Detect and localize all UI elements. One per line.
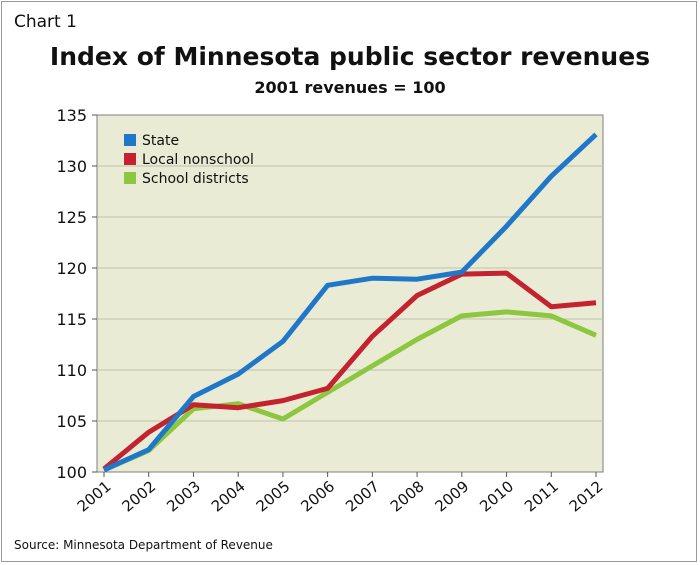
x-tick-label: 2011	[521, 477, 562, 515]
y-tick-label: 105	[56, 412, 87, 431]
x-tick-label: 2002	[118, 477, 159, 515]
chart-title: Index of Minnesota public sector revenue…	[49, 42, 651, 71]
x-tick-label: 2004	[208, 477, 249, 515]
y-tick-label: 125	[56, 208, 87, 227]
x-tick-label: 2005	[253, 477, 294, 515]
y-tick-label: 120	[56, 259, 87, 278]
x-tick-label: 2003	[163, 477, 204, 515]
legend-swatch	[124, 172, 136, 184]
y-tick-label: 135	[56, 106, 87, 125]
y-tick-label: 115	[56, 310, 87, 329]
x-tick-label: 2001	[74, 477, 115, 515]
x-tick-label: 2009	[432, 477, 473, 515]
series-line-local-nonschool	[102, 270, 597, 471]
legend-swatch	[124, 134, 136, 146]
source-note: Source: Minnesota Department of Revenue	[14, 538, 273, 552]
x-tick-label: 2008	[387, 477, 428, 515]
y-tick-label: 110	[56, 361, 87, 380]
y-tick-label: 130	[56, 157, 87, 176]
legend-label: State	[142, 133, 179, 149]
series-line-state	[102, 132, 598, 473]
x-tick-label: 2007	[342, 477, 383, 515]
legend-swatch	[124, 153, 136, 165]
chart-number-label: Chart 1	[14, 12, 77, 32]
x-tick-label: 2012	[566, 477, 607, 515]
legend-label: School districts	[142, 171, 249, 187]
x-tick-label: 2010	[476, 477, 517, 515]
chart-subtitle: 2001 revenues = 100	[254, 78, 446, 97]
y-tick-label: 100	[56, 463, 87, 482]
x-tick-label: 2006	[297, 477, 338, 515]
series-line-school-districts	[103, 309, 597, 473]
legend-label: Local nonschool	[142, 152, 254, 168]
